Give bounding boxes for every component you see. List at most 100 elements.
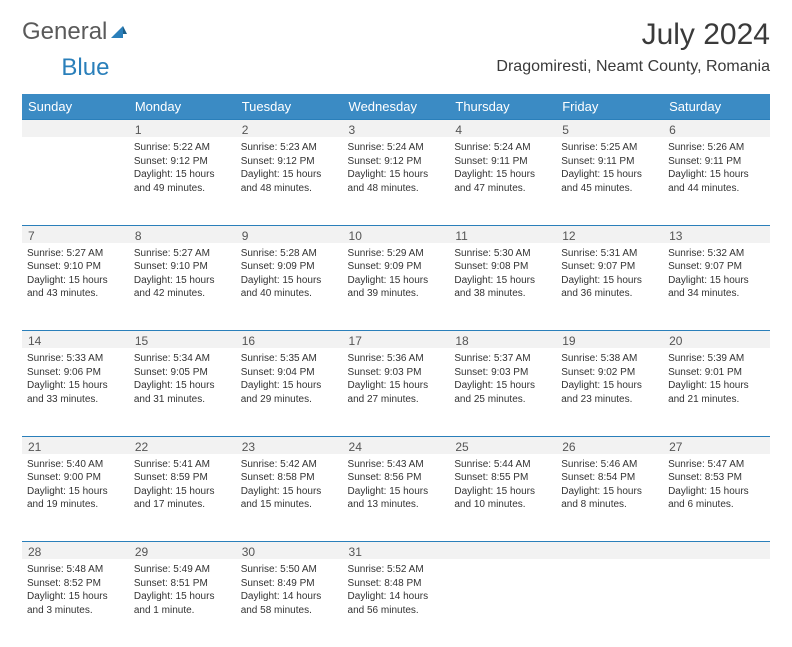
day-cell: Sunrise: 5:33 AMSunset: 9:06 PMDaylight:… bbox=[22, 348, 129, 436]
day-number-cell: 9 bbox=[236, 225, 343, 243]
calendar-table: SundayMondayTuesdayWednesdayThursdayFrid… bbox=[22, 94, 770, 647]
location-text: Dragomiresti, Neamt County, Romania bbox=[496, 58, 770, 76]
day-number-cell: 24 bbox=[343, 436, 450, 454]
day-cell: Sunrise: 5:39 AMSunset: 9:01 PMDaylight:… bbox=[663, 348, 770, 436]
day-content: Sunrise: 5:30 AMSunset: 9:08 PMDaylight:… bbox=[454, 247, 551, 301]
calendar-header: SundayMondayTuesdayWednesdayThursdayFrid… bbox=[22, 94, 770, 120]
day-cell: Sunrise: 5:37 AMSunset: 9:03 PMDaylight:… bbox=[449, 348, 556, 436]
day-number-cell bbox=[22, 120, 129, 138]
day-cell: Sunrise: 5:52 AMSunset: 8:48 PMDaylight:… bbox=[343, 559, 450, 647]
day-content: Sunrise: 5:43 AMSunset: 8:56 PMDaylight:… bbox=[348, 458, 445, 512]
day-cell: Sunrise: 5:27 AMSunset: 9:10 PMDaylight:… bbox=[22, 243, 129, 331]
day-cell bbox=[449, 559, 556, 647]
day-content: Sunrise: 5:38 AMSunset: 9:02 PMDaylight:… bbox=[561, 352, 658, 406]
day-content: Sunrise: 5:35 AMSunset: 9:04 PMDaylight:… bbox=[241, 352, 338, 406]
day-content: Sunrise: 5:42 AMSunset: 8:58 PMDaylight:… bbox=[241, 458, 338, 512]
day-content: Sunrise: 5:27 AMSunset: 9:10 PMDaylight:… bbox=[134, 247, 231, 301]
day-cell: Sunrise: 5:42 AMSunset: 8:58 PMDaylight:… bbox=[236, 454, 343, 542]
day-number-cell bbox=[663, 542, 770, 560]
day-cell: Sunrise: 5:32 AMSunset: 9:07 PMDaylight:… bbox=[663, 243, 770, 331]
day-number-cell: 10 bbox=[343, 225, 450, 243]
day-cell: Sunrise: 5:40 AMSunset: 9:00 PMDaylight:… bbox=[22, 454, 129, 542]
brand-logo: General bbox=[22, 18, 131, 46]
day-number-cell: 26 bbox=[556, 436, 663, 454]
day-content: Sunrise: 5:46 AMSunset: 8:54 PMDaylight:… bbox=[561, 458, 658, 512]
day-number-cell: 25 bbox=[449, 436, 556, 454]
day-content: Sunrise: 5:47 AMSunset: 8:53 PMDaylight:… bbox=[668, 458, 765, 512]
day-cell: Sunrise: 5:47 AMSunset: 8:53 PMDaylight:… bbox=[663, 454, 770, 542]
day-cell bbox=[663, 559, 770, 647]
day-number-cell: 16 bbox=[236, 331, 343, 349]
day-content: Sunrise: 5:40 AMSunset: 9:00 PMDaylight:… bbox=[27, 458, 124, 512]
day-content: Sunrise: 5:29 AMSunset: 9:09 PMDaylight:… bbox=[348, 247, 445, 301]
weekday-header: Tuesday bbox=[236, 94, 343, 120]
day-content: Sunrise: 5:50 AMSunset: 8:49 PMDaylight:… bbox=[241, 563, 338, 617]
title-block: July 2024 Dragomiresti, Neamt County, Ro… bbox=[496, 18, 770, 76]
day-cell: Sunrise: 5:22 AMSunset: 9:12 PMDaylight:… bbox=[129, 137, 236, 225]
day-content: Sunrise: 5:41 AMSunset: 8:59 PMDaylight:… bbox=[134, 458, 231, 512]
weekday-header: Thursday bbox=[449, 94, 556, 120]
day-cell: Sunrise: 5:34 AMSunset: 9:05 PMDaylight:… bbox=[129, 348, 236, 436]
day-cell: Sunrise: 5:24 AMSunset: 9:12 PMDaylight:… bbox=[343, 137, 450, 225]
day-number-cell: 15 bbox=[129, 331, 236, 349]
day-number-cell: 19 bbox=[556, 331, 663, 349]
day-content: Sunrise: 5:52 AMSunset: 8:48 PMDaylight:… bbox=[348, 563, 445, 617]
day-number-cell: 20 bbox=[663, 331, 770, 349]
brand-triangle-icon bbox=[109, 22, 129, 42]
day-content: Sunrise: 5:28 AMSunset: 9:09 PMDaylight:… bbox=[241, 247, 338, 301]
day-content: Sunrise: 5:24 AMSunset: 9:12 PMDaylight:… bbox=[348, 141, 445, 195]
day-content: Sunrise: 5:33 AMSunset: 9:06 PMDaylight:… bbox=[27, 352, 124, 406]
day-cell: Sunrise: 5:35 AMSunset: 9:04 PMDaylight:… bbox=[236, 348, 343, 436]
day-cell: Sunrise: 5:43 AMSunset: 8:56 PMDaylight:… bbox=[343, 454, 450, 542]
day-number-cell: 4 bbox=[449, 120, 556, 138]
day-number-cell: 14 bbox=[22, 331, 129, 349]
brand-text-1: General bbox=[22, 18, 107, 46]
day-cell: Sunrise: 5:50 AMSunset: 8:49 PMDaylight:… bbox=[236, 559, 343, 647]
day-number-cell: 6 bbox=[663, 120, 770, 138]
day-content: Sunrise: 5:22 AMSunset: 9:12 PMDaylight:… bbox=[134, 141, 231, 195]
day-cell: Sunrise: 5:36 AMSunset: 9:03 PMDaylight:… bbox=[343, 348, 450, 436]
day-content: Sunrise: 5:24 AMSunset: 9:11 PMDaylight:… bbox=[454, 141, 551, 195]
day-content: Sunrise: 5:27 AMSunset: 9:10 PMDaylight:… bbox=[27, 247, 124, 301]
day-number-cell: 21 bbox=[22, 436, 129, 454]
day-cell: Sunrise: 5:30 AMSunset: 9:08 PMDaylight:… bbox=[449, 243, 556, 331]
day-cell: Sunrise: 5:26 AMSunset: 9:11 PMDaylight:… bbox=[663, 137, 770, 225]
day-number-cell: 2 bbox=[236, 120, 343, 138]
day-number-cell: 23 bbox=[236, 436, 343, 454]
day-cell: Sunrise: 5:29 AMSunset: 9:09 PMDaylight:… bbox=[343, 243, 450, 331]
day-cell: Sunrise: 5:31 AMSunset: 9:07 PMDaylight:… bbox=[556, 243, 663, 331]
day-content: Sunrise: 5:23 AMSunset: 9:12 PMDaylight:… bbox=[241, 141, 338, 195]
day-cell: Sunrise: 5:28 AMSunset: 9:09 PMDaylight:… bbox=[236, 243, 343, 331]
day-number-cell: 13 bbox=[663, 225, 770, 243]
day-content: Sunrise: 5:39 AMSunset: 9:01 PMDaylight:… bbox=[668, 352, 765, 406]
day-number-cell: 7 bbox=[22, 225, 129, 243]
day-number-cell: 1 bbox=[129, 120, 236, 138]
day-content: Sunrise: 5:48 AMSunset: 8:52 PMDaylight:… bbox=[27, 563, 124, 617]
day-number-cell: 12 bbox=[556, 225, 663, 243]
day-cell bbox=[22, 137, 129, 225]
day-number-cell: 18 bbox=[449, 331, 556, 349]
day-content: Sunrise: 5:34 AMSunset: 9:05 PMDaylight:… bbox=[134, 352, 231, 406]
day-number-cell: 31 bbox=[343, 542, 450, 560]
weekday-header: Monday bbox=[129, 94, 236, 120]
weekday-header: Saturday bbox=[663, 94, 770, 120]
day-cell: Sunrise: 5:25 AMSunset: 9:11 PMDaylight:… bbox=[556, 137, 663, 225]
day-content: Sunrise: 5:36 AMSunset: 9:03 PMDaylight:… bbox=[348, 352, 445, 406]
day-cell: Sunrise: 5:41 AMSunset: 8:59 PMDaylight:… bbox=[129, 454, 236, 542]
day-cell bbox=[556, 559, 663, 647]
day-number-cell: 22 bbox=[129, 436, 236, 454]
day-cell: Sunrise: 5:38 AMSunset: 9:02 PMDaylight:… bbox=[556, 348, 663, 436]
weekday-header: Friday bbox=[556, 94, 663, 120]
day-cell: Sunrise: 5:27 AMSunset: 9:10 PMDaylight:… bbox=[129, 243, 236, 331]
day-content: Sunrise: 5:26 AMSunset: 9:11 PMDaylight:… bbox=[668, 141, 765, 195]
day-cell: Sunrise: 5:23 AMSunset: 9:12 PMDaylight:… bbox=[236, 137, 343, 225]
day-number-cell: 5 bbox=[556, 120, 663, 138]
day-number-cell: 30 bbox=[236, 542, 343, 560]
day-cell: Sunrise: 5:44 AMSunset: 8:55 PMDaylight:… bbox=[449, 454, 556, 542]
brand-text-2: Blue bbox=[61, 54, 109, 82]
weekday-header: Sunday bbox=[22, 94, 129, 120]
day-number-cell: 28 bbox=[22, 542, 129, 560]
day-number-cell bbox=[449, 542, 556, 560]
day-number-cell: 8 bbox=[129, 225, 236, 243]
day-cell: Sunrise: 5:48 AMSunset: 8:52 PMDaylight:… bbox=[22, 559, 129, 647]
